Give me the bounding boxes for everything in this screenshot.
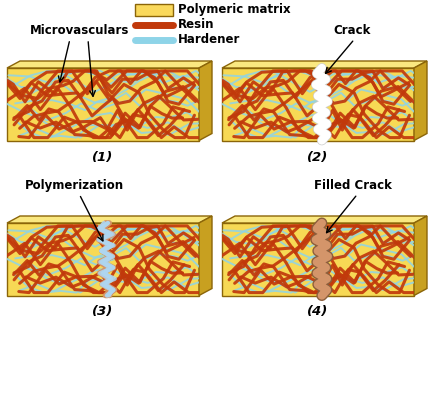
Polygon shape <box>7 216 212 223</box>
Polygon shape <box>199 61 212 140</box>
Polygon shape <box>199 216 212 296</box>
Text: (1): (1) <box>92 150 114 164</box>
Polygon shape <box>413 216 426 296</box>
Text: (3): (3) <box>92 306 114 318</box>
Polygon shape <box>221 61 426 68</box>
Text: Resin: Resin <box>178 18 214 31</box>
Polygon shape <box>221 216 426 223</box>
FancyBboxPatch shape <box>135 4 172 16</box>
Polygon shape <box>7 61 212 68</box>
Polygon shape <box>7 223 199 296</box>
Text: Hardener: Hardener <box>178 33 240 46</box>
Polygon shape <box>7 68 199 140</box>
Text: (2): (2) <box>307 150 328 164</box>
Text: Polymeric matrix: Polymeric matrix <box>178 3 290 16</box>
Text: Polymerization: Polymerization <box>25 179 123 192</box>
Text: Crack: Crack <box>333 24 370 37</box>
Text: Filled Crack: Filled Crack <box>313 179 390 192</box>
Polygon shape <box>221 223 413 296</box>
Polygon shape <box>413 61 426 140</box>
Text: Microvasculars: Microvasculars <box>30 24 129 37</box>
Polygon shape <box>221 68 413 140</box>
Text: (4): (4) <box>307 306 328 318</box>
